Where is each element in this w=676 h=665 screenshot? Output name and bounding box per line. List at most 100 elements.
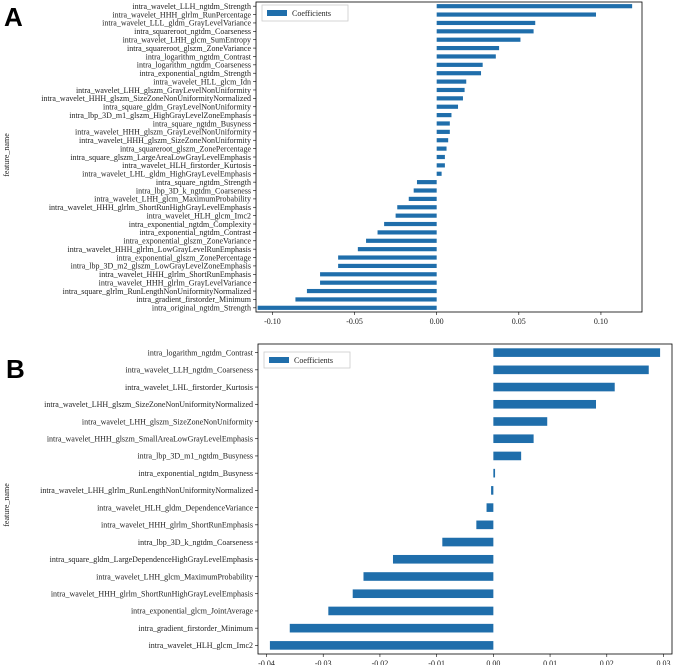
panel-b-x-tick-label: -0.02 xyxy=(372,659,389,665)
panel-a-bar-13 xyxy=(436,104,459,109)
panel-b-bar-17 xyxy=(289,623,494,633)
panel-a-bar-28 xyxy=(377,230,437,235)
panel-a-x-tick-label: -0.10 xyxy=(264,317,281,326)
panel-a: A feature_name intra_wavelet_LLH_ngtdm_S… xyxy=(2,1,643,326)
panel-b-bar-3 xyxy=(493,382,615,392)
panel-a-category-label: intra_square_gldm_GrayLevelNonUniformity xyxy=(103,103,251,112)
panel-b-category-label: intra_square_gldm_LargeDependenceHighGra… xyxy=(50,555,253,564)
panel-b-bar-15 xyxy=(352,589,494,599)
panel-b: B feature_name intra_logarithm_ngtdm_Con… xyxy=(2,343,673,665)
panel-a-category-label: intra_wavelet_HHH_glrlm_ShortRunEmphasis xyxy=(99,270,251,279)
panel-a-bar-20 xyxy=(436,163,445,168)
panel-b-legend-label: Coefficients xyxy=(294,356,333,365)
panel-a-bar-8 xyxy=(436,62,483,67)
panel-a-bar-12 xyxy=(436,96,463,101)
panel-b-category-label: intra_wavelet_LHH_glcm_MaximumProbabilit… xyxy=(96,572,253,581)
panel-b-x-tick-label: 0.02 xyxy=(600,659,614,665)
panel-a-bar-35 xyxy=(306,288,437,294)
panel-b-x-tick-label: -0.01 xyxy=(428,659,445,665)
panel-a-bar-24 xyxy=(408,196,437,201)
panel-a-category-label: intra_exponential_ngtdm_Complexity xyxy=(129,220,251,229)
panel-a-bar-30 xyxy=(357,247,437,252)
panel-a-bar-37 xyxy=(257,305,437,310)
panel-a-bar-23 xyxy=(413,188,437,193)
panel-a-x-tick-label: 0.00 xyxy=(430,317,444,326)
panel-a-category-label: intra_exponential_ngtdm_Contrast xyxy=(139,228,251,237)
panel-a-bar-19 xyxy=(436,154,445,160)
panel-a-category-label: intra_lbp_3D_m1_glszm_HighGrayLevelZoneE… xyxy=(69,111,251,120)
panel-b-bar-18 xyxy=(269,641,494,650)
panel-b-category-label: intra_exponential_ngtdm_Busyness xyxy=(138,469,253,478)
panel-a-category-label: intra_lbp_3D_m2_glszm_LowGrayLevelZoneEm… xyxy=(71,262,251,271)
panel-a-category-label: intra_exponential_glszm_ZonePercentage xyxy=(116,253,251,262)
panel-a-category-label: intra_wavelet_HHH_glszm_GrayLevelNonUnif… xyxy=(75,128,251,137)
panel-a-bar-21 xyxy=(436,171,442,176)
panel-a-bar-9 xyxy=(436,71,482,76)
panel-b-bar-4 xyxy=(493,399,597,409)
panel-b-legend-box xyxy=(263,351,351,369)
panel-b-category-label: intra_logarithm_ngtdm_Contrast xyxy=(148,348,254,357)
panel-a-bar-36 xyxy=(295,297,437,302)
panel-a-plot-frame xyxy=(255,1,643,313)
panel-b-category-label: intra_wavelet_HLH_gldm_DependenceVarianc… xyxy=(97,503,253,512)
panel-a-bar-31 xyxy=(338,255,437,260)
panel-b-bar-12 xyxy=(442,537,494,547)
panel-b-bar-1 xyxy=(493,348,661,357)
panel-b-x-tick-label: 0.03 xyxy=(656,659,670,665)
panel-b-bar-13 xyxy=(392,554,494,564)
panel-a-category-label: intra_squareroot_ngtdm_Coarseness xyxy=(134,27,251,36)
panel-a-category-label: intra_wavelet_HHH_glszm_SizeZoneNonUnifo… xyxy=(79,136,251,145)
panel-b-x-tick-label: -0.04 xyxy=(258,659,275,665)
panel-b-x-tick-label: 0.00 xyxy=(486,659,500,665)
panel-a-category-label: intra_logarithm_ngtdm_Contrast xyxy=(146,52,252,61)
panel-b-category-label: intra_wavelet_HHH_glrlm_ShortRunEmphasis xyxy=(101,521,253,530)
panel-a-category-label: intra_wavelet_HLL_glcm_Idn xyxy=(153,77,251,86)
panel-a-category-label: intra_wavelet_HHH_glrlm_RunPercentage xyxy=(112,10,251,19)
panel-b-bar-2 xyxy=(493,365,649,375)
panel-b-bar-5 xyxy=(493,417,548,426)
panel-b-bar-10 xyxy=(486,503,494,512)
panel-a-bar-2 xyxy=(436,12,597,17)
panel-a-category-label: intra_gradient_firstorder_Minimum xyxy=(136,295,251,304)
panel-b-category-label: intra_wavelet_HHH_glrlm_ShortRunHighGray… xyxy=(51,590,253,599)
panel-b-x-tick-label: 0.01 xyxy=(543,659,557,665)
panel-b-category-label: intra_gradient_firstorder_Minimum xyxy=(138,624,253,633)
panel-a-category-label: intra_wavelet_HHH_glrlm_GrayLevelVarianc… xyxy=(99,278,252,287)
panel-a-category-label: intra_original_ngtdm_Strength xyxy=(152,304,251,313)
panel-a-category-label: intra_wavelet_LHH_glcm_SumEntropy xyxy=(123,36,251,45)
panel-a-category-label: intra_wavelet_HHH_glrlm_ShortRunHighGray… xyxy=(49,203,251,212)
panel-a-bar-1 xyxy=(436,4,633,9)
panel-a-category-label: intra_square_ngtdm_Busyness xyxy=(153,119,251,128)
panel-a-x-tick-label: -0.05 xyxy=(346,317,363,326)
panel-a-bar-32 xyxy=(338,263,437,269)
panel-b-bar-7 xyxy=(493,451,522,461)
panel-a-category-label: intra_wavelet_LLH_ngtdm_Strength xyxy=(132,2,251,11)
panel-a-bar-5 xyxy=(436,37,521,42)
panel-a-bar-29 xyxy=(366,238,437,243)
panel-b-bar-11 xyxy=(476,520,494,530)
panel-a-category-label: intra_wavelet_LHH_glszm_GrayLevelNonUnif… xyxy=(76,86,251,95)
panel-a-y-axis-label: feature_name xyxy=(2,133,11,177)
panel-b-category-label: intra_wavelet_LHH_glrlm_RunLengthNonUnif… xyxy=(40,486,253,495)
panel-b-legend: Coefficients xyxy=(263,351,351,369)
panel-a-category-label: intra_exponential_glszm_ZoneVariance xyxy=(123,237,251,246)
panel-b-bar-16 xyxy=(328,606,494,616)
panel-b-category-label: intra_lbp_3D_m1_ngtdm_Busyness xyxy=(137,452,253,461)
panel-a-category-label: intra_exponential_ngtdm_Strength xyxy=(139,69,251,78)
panel-a-category-label: intra_wavelet_HLH_firstorder_Kurtosis xyxy=(122,161,251,170)
panel-a-bar-4 xyxy=(436,29,534,34)
panel-a-bar-6 xyxy=(436,45,500,51)
panel-a-category-label: intra_wavelet_HHH_glrlm_LowGrayLevelRunE… xyxy=(67,245,251,254)
panel-a-bar-15 xyxy=(436,121,450,126)
panel-b-plot-frame xyxy=(257,343,673,655)
panel-b-category-label: intra_wavelet_HLH_glcm_Imc2 xyxy=(149,641,253,650)
panel-b-category-label: intra_lbp_3D_k_ngtdm_Coarseness xyxy=(138,538,253,547)
panel-a-bar-16 xyxy=(436,129,450,134)
panel-a-category-label: intra_wavelet_HHH_glszm_SizeZoneNonUnifo… xyxy=(41,94,251,103)
panel-a-bar-3 xyxy=(436,20,536,26)
panel-a-bar-10 xyxy=(436,79,467,84)
panel-a-bar-7 xyxy=(436,54,496,59)
panel-b-category-label: intra_wavelet_LHH_glszm_SizeZoneNonUnifo… xyxy=(82,417,253,426)
panel-a-category-label: intra_square_glrlm_RunLengthNonUniformit… xyxy=(63,287,251,296)
panel-b-bar-9 xyxy=(491,486,494,495)
